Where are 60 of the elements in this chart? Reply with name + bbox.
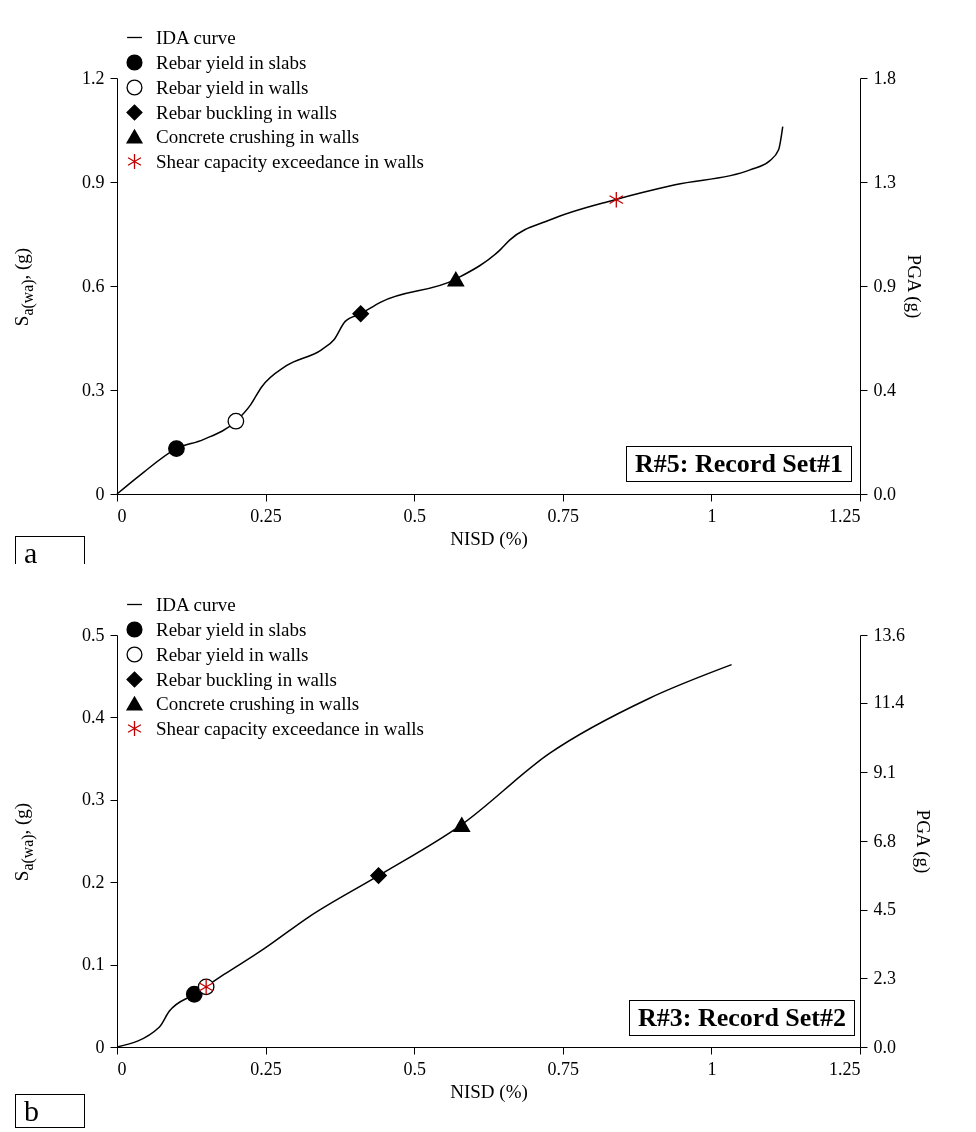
y-tick-label: 0 xyxy=(95,1036,105,1057)
y-tick-label: 0.1 xyxy=(82,954,105,975)
annotation: R#3: Record Set#2 xyxy=(629,1000,855,1036)
x-tick-label: 0.5 xyxy=(403,505,426,526)
y2-tick-label: 1.8 xyxy=(873,67,896,88)
y2-axis-title: PGA (g) xyxy=(912,809,934,874)
x-tick-label: 0 xyxy=(117,1058,127,1079)
y-tick-label: 0.9 xyxy=(82,171,105,192)
y-tick-label: 0.3 xyxy=(82,789,105,810)
legend-label: Rebar buckling in walls xyxy=(156,101,337,123)
legend-label: IDA curve xyxy=(156,26,236,48)
legend-label: Concrete crushing in walls xyxy=(156,125,360,147)
y2-tick-label: 1.3 xyxy=(873,171,896,192)
point xyxy=(227,412,245,430)
y-tick-label: 0.3 xyxy=(82,379,105,400)
legend-label: Shear capacity exceedance in walls xyxy=(156,150,424,172)
x-axis-title: NISD (%) xyxy=(450,527,528,550)
y2-tick-label: 9.1 xyxy=(873,761,896,782)
x-tick-label: 0.75 xyxy=(547,1058,580,1079)
x-tick-label: 0.5 xyxy=(403,1058,426,1079)
text: a xyxy=(15,536,85,570)
y2-tick-label: 13.6 xyxy=(873,624,905,645)
legend-label: Shear capacity exceedance in walls xyxy=(156,717,424,739)
x-tick-label: 1.25 xyxy=(829,505,861,526)
y-tick-label: 0.5 xyxy=(82,624,105,645)
legend-label: Concrete crushing in walls xyxy=(156,692,360,714)
y-tick-label: 0.6 xyxy=(82,275,105,296)
legend-label: Rebar buckling in walls xyxy=(156,668,337,690)
y2-tick-label: 0.4 xyxy=(873,379,896,400)
y2-tick-label: 0.0 xyxy=(873,483,896,504)
x-tick-label: 1.25 xyxy=(829,1058,861,1079)
y-tick-label: 0 xyxy=(95,483,105,504)
x-tick-label: 0.75 xyxy=(547,505,580,526)
y2-tick-label: 2.3 xyxy=(873,967,896,988)
y2-tick-label: 11.4 xyxy=(873,692,905,713)
legend-label: Rebar yield in walls xyxy=(156,76,309,98)
text: b xyxy=(15,1094,85,1128)
point xyxy=(352,305,370,323)
x-tick-label: 0.25 xyxy=(250,1058,282,1079)
point xyxy=(168,440,185,457)
legend-label: IDA curve xyxy=(156,593,236,615)
x-axis-title: NISD (%) xyxy=(450,1080,528,1103)
legend-label: Rebar yield in slabs xyxy=(156,51,307,73)
legend-label: Rebar yield in walls xyxy=(156,643,309,665)
y2-tick-label: 0.0 xyxy=(873,1036,896,1057)
annotation: R#5: Record Set#1 xyxy=(626,446,852,482)
y2-axis-title: PGA (g) xyxy=(903,254,925,319)
y2-tick-label: 4.5 xyxy=(873,899,896,920)
x-tick-label: 1 xyxy=(707,505,717,526)
y2-tick-label: 0.9 xyxy=(873,275,896,296)
y-tick-label: 1.2 xyxy=(82,67,105,88)
point xyxy=(608,191,624,209)
legend-label: Rebar yield in slabs xyxy=(156,618,307,640)
x-tick-label: 0.25 xyxy=(250,505,282,526)
x-tick-label: 0 xyxy=(117,505,127,526)
point xyxy=(447,271,465,287)
y2-tick-label: 6.8 xyxy=(873,830,896,851)
y-tick-label: 0.2 xyxy=(82,871,105,892)
y-tick-label: 0.4 xyxy=(82,706,105,727)
x-tick-label: 1 xyxy=(707,1058,717,1079)
